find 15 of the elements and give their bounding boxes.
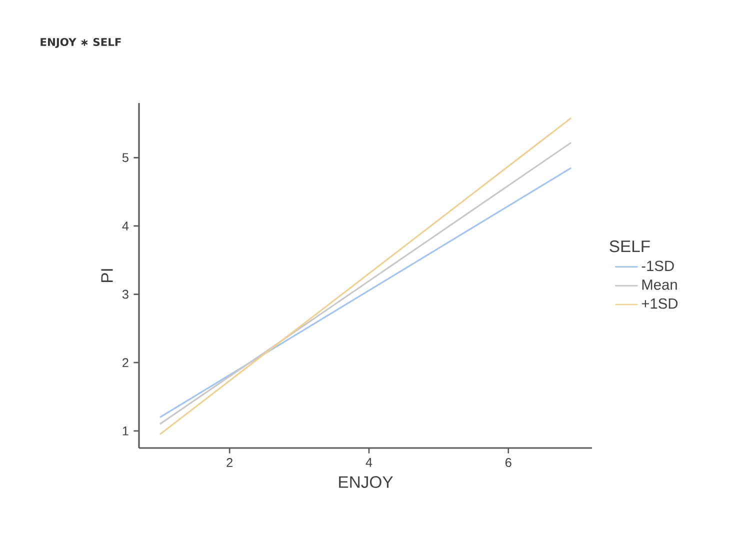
x-tick-label: 2 (226, 458, 232, 467)
chart-title: ENJOY ∗ SELF (40, 38, 121, 48)
legend-label: +1SD (642, 298, 678, 309)
y-tick-label: 3 (122, 290, 128, 299)
y-tick-label: 1 (122, 426, 128, 436)
legend-label: -1SD (642, 260, 674, 272)
y-tick-label: 5 (122, 153, 128, 162)
x-axis-title: ENJOY (339, 476, 393, 488)
y-axis-title: PI (101, 269, 113, 282)
x-tick-label: 6 (506, 458, 512, 468)
y-tick-label: 2 (122, 358, 128, 368)
legend-label: Mean (642, 280, 677, 290)
legend-title: SELF (610, 240, 650, 252)
x-tick-label: 4 (366, 458, 372, 467)
y-tick-label: 4 (122, 222, 129, 230)
